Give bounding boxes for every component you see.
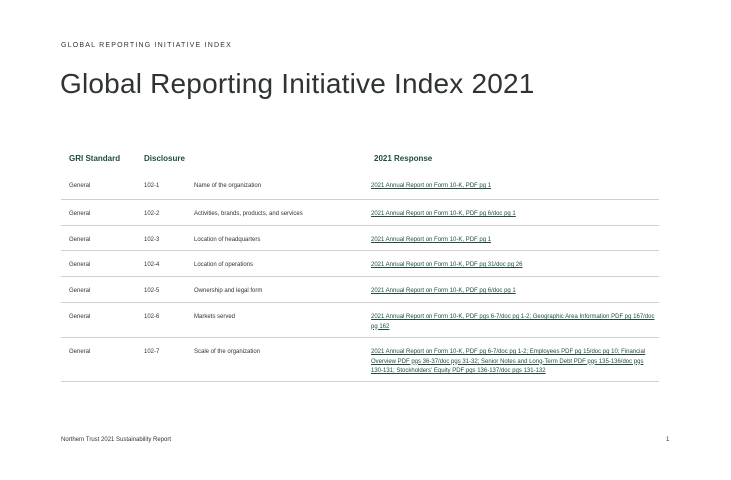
table-row: General 102-1 Name of the organization 2… xyxy=(61,172,659,200)
disclosure-number: 102-4 xyxy=(144,262,160,268)
disclosure-description: Markets served xyxy=(194,314,236,320)
column-header-response: 2021 Response xyxy=(374,154,433,163)
disclosure-description: Scale of the organization xyxy=(194,349,261,355)
column-header-disclosure: Disclosure xyxy=(144,154,185,163)
disclosure-description: Activities, brands, products, and servic… xyxy=(194,211,303,217)
page-title: Global Reporting Initiative Index 2021 xyxy=(60,68,535,99)
table-row: General 102-3 Location of headquarters 2… xyxy=(61,226,659,251)
disclosure-number: 102-1 xyxy=(144,183,160,189)
disclosure-number: 102-3 xyxy=(144,237,160,243)
response-link[interactable]: 2021 Annual Report on Form 10-K, PDF pg … xyxy=(371,288,516,294)
disclosure-number: 102-2 xyxy=(144,211,160,217)
gri-standard-cell: General xyxy=(69,349,91,355)
disclosure-number: 102-5 xyxy=(144,288,160,294)
response-link[interactable]: 2021 Annual Report on Form 10-K, PDF pg … xyxy=(371,183,492,189)
table-row: General 102-4 Location of operations 202… xyxy=(61,251,659,277)
gri-standard-cell: General xyxy=(69,262,91,268)
disclosure-description: Name of the organization xyxy=(194,183,262,189)
response-link[interactable]: 2021 Annual Report on Form 10-K, PDF pg … xyxy=(371,237,492,243)
response-link[interactable]: 2021 Annual Report on Form 10-K, PDF pgs… xyxy=(371,314,655,330)
table-row: General 102-7 Scale of the organization … xyxy=(61,338,659,382)
table-row: General 102-6 Markets served 2021 Annual… xyxy=(61,303,659,338)
disclosure-description: Location of operations xyxy=(194,262,254,268)
disclosure-description: Ownership and legal form xyxy=(194,288,263,294)
gri-table: General 102-1 Name of the organization 2… xyxy=(61,172,659,382)
gri-standard-cell: General xyxy=(69,314,91,320)
gri-standard-cell: General xyxy=(69,237,91,243)
response-link[interactable]: 2021 Annual Report on Form 10-K, PDF pg … xyxy=(371,211,516,217)
response-link[interactable]: 2021 Annual Report on Form 10-K, PDF pg … xyxy=(371,349,646,374)
gri-standard-cell: General xyxy=(69,183,91,189)
table-row: General 102-5 Ownership and legal form 2… xyxy=(61,277,659,303)
footer-report-name: Northern Trust 2021 Sustainability Repor… xyxy=(61,437,172,443)
disclosure-number: 102-6 xyxy=(144,314,160,320)
response-link[interactable]: 2021 Annual Report on Form 10-K, PDF pg … xyxy=(371,262,523,268)
disclosure-description: Location of headquarters xyxy=(194,237,261,243)
table-row: General 102-2 Activities, brands, produc… xyxy=(61,200,659,226)
gri-standard-cell: General xyxy=(69,288,91,294)
page-number: 1 xyxy=(666,437,670,443)
section-eyebrow: GLOBAL REPORTING INITIATIVE INDEX xyxy=(61,42,232,49)
disclosure-number: 102-7 xyxy=(144,349,160,355)
gri-standard-cell: General xyxy=(69,211,91,217)
column-header-gri-standard: GRI Standard xyxy=(69,154,121,163)
